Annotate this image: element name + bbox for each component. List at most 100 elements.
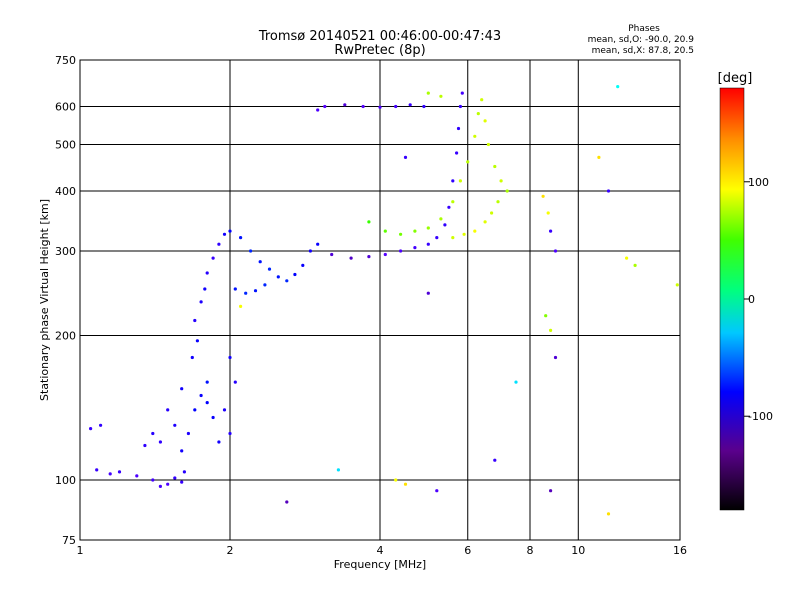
data-point	[486, 142, 490, 147]
data-point	[456, 126, 461, 131]
data-point	[205, 380, 209, 384]
data-point	[394, 478, 398, 482]
data-point	[158, 484, 162, 488]
y-tick-label: 300	[55, 245, 76, 258]
x-tick-label: 16	[673, 544, 687, 557]
data-point	[473, 229, 477, 233]
data-point	[553, 355, 558, 360]
data-point	[173, 423, 177, 427]
data-point	[403, 155, 408, 159]
data-point	[151, 431, 155, 436]
stats-line-o: mean, sd,O: -90.0, 20.9	[588, 35, 695, 45]
x-tick-label: 10	[571, 544, 585, 557]
data-point	[158, 440, 162, 444]
x-axis-label: Frequency [MHz]	[334, 558, 426, 571]
data-point	[143, 443, 147, 448]
y-tick-label: 600	[55, 101, 76, 114]
data-point	[439, 94, 443, 98]
x-tick-label: 8	[527, 544, 534, 557]
data-point	[199, 393, 203, 398]
data-point	[228, 431, 232, 436]
data-point	[330, 252, 334, 257]
data-point	[285, 500, 289, 504]
data-point	[323, 104, 327, 109]
data-point	[633, 263, 637, 267]
data-point	[443, 223, 447, 227]
data-point	[480, 98, 484, 102]
y-tick-label: 75	[62, 534, 76, 547]
data-point	[108, 472, 112, 476]
data-point	[244, 291, 248, 295]
data-point	[499, 179, 503, 183]
data-point	[182, 470, 186, 474]
data-point	[399, 232, 403, 236]
data-point	[597, 155, 601, 159]
data-point	[193, 408, 197, 412]
data-point	[549, 328, 553, 332]
data-point	[89, 427, 93, 431]
data-point	[135, 474, 139, 478]
data-point	[336, 468, 340, 472]
x-axis-ticks: 1 2 4 6 8 10 16	[77, 544, 688, 557]
grid-lines	[80, 60, 680, 540]
data-point	[95, 468, 99, 472]
data-point	[426, 291, 430, 295]
data-point	[233, 380, 237, 384]
x-tick-label: 6	[464, 544, 471, 557]
data-point	[426, 226, 430, 230]
data-point	[199, 300, 203, 304]
y-axis-ticks: 75 100 200 300 400 500 600 750	[55, 54, 76, 547]
data-point	[217, 242, 221, 246]
data-point	[383, 252, 387, 257]
data-point	[217, 440, 221, 444]
data-point	[606, 189, 611, 193]
data-point	[426, 91, 430, 95]
data-point	[553, 249, 558, 253]
data-point	[361, 104, 365, 109]
data-point	[625, 256, 629, 260]
data-point	[228, 229, 232, 233]
data-point	[447, 205, 451, 209]
data-point	[462, 232, 466, 236]
data-point	[435, 236, 439, 240]
data-point	[195, 339, 199, 343]
data-point	[546, 211, 550, 215]
stats-line-x: mean, sd,X: 87.8, 20.5	[592, 46, 694, 56]
data-point	[413, 246, 417, 250]
data-point	[451, 236, 455, 240]
data-point	[544, 314, 548, 318]
data-point	[549, 489, 553, 493]
data-point	[483, 119, 487, 123]
data-point	[483, 220, 487, 224]
y-tick-label: 100	[55, 474, 76, 487]
data-point	[263, 283, 267, 287]
data-point	[151, 478, 155, 482]
data-point	[239, 304, 243, 308]
colorbar-label: [deg]	[718, 71, 753, 86]
y-axis-label: Stationary phase Virtual Height [km]	[38, 199, 51, 401]
data-point	[349, 256, 353, 260]
data-point	[293, 272, 297, 277]
data-point	[316, 108, 320, 112]
data-point	[403, 482, 408, 486]
data-point	[205, 401, 209, 405]
chart-title: Tromsø 20140521 00:46:00-00:47:43	[258, 29, 501, 44]
data-point	[675, 283, 679, 287]
data-point	[222, 232, 227, 236]
y-tick-label: 500	[55, 139, 76, 152]
colorbar	[719, 87, 745, 511]
data-point	[422, 104, 426, 109]
data-point	[367, 220, 371, 224]
data-point	[541, 194, 545, 198]
data-point	[426, 242, 430, 246]
data-point	[180, 449, 184, 453]
x-tick-label: 4	[377, 544, 384, 557]
data-point	[616, 85, 620, 89]
data-point	[233, 287, 237, 291]
colorbar-tick-label: 0	[748, 293, 755, 306]
data-point	[399, 249, 403, 253]
data-point	[460, 91, 464, 95]
colorbar-ticks: -100 0 100	[744, 176, 773, 423]
colorbar-tick-label: 100	[748, 176, 769, 189]
